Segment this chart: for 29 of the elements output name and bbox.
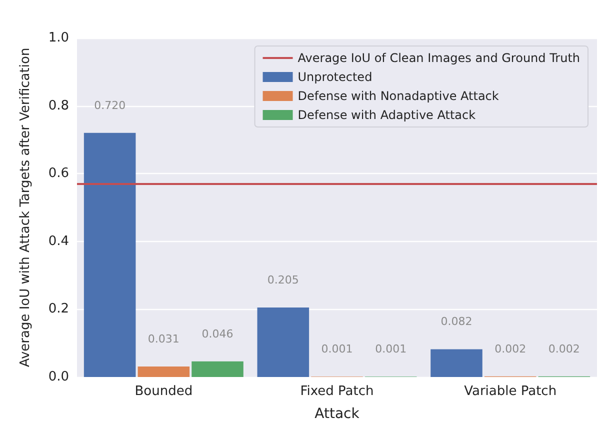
x-tick-label: Variable Patch: [464, 384, 557, 399]
bar: [430, 349, 482, 377]
x-tick-label: Bounded: [134, 384, 193, 399]
data-label: 0.001: [321, 342, 353, 356]
y-axis-title: Average IoU with Attack Targets after Verification: [18, 48, 33, 368]
bar: [257, 308, 310, 377]
y-tick-label: 0.4: [48, 234, 69, 249]
y-tick-label: 0.6: [48, 166, 69, 182]
x-axis-title: Attack: [314, 406, 360, 422]
bar: [138, 366, 190, 377]
legend-label: Unprotected: [298, 70, 372, 84]
data-label: 0.720: [94, 98, 126, 112]
data-label: 0.002: [548, 342, 580, 356]
y-tick-label: 1.0: [48, 30, 69, 46]
data-label: 0.205: [267, 274, 299, 287]
bar: [192, 361, 244, 377]
y-tick-label: 0.0: [48, 370, 69, 384]
legend-label: Defense with Nonadaptive Attack: [298, 89, 499, 103]
data-label: 0.046: [202, 327, 234, 340]
y-tick-label: 0.2: [48, 302, 69, 317]
data-label: 0.031: [148, 332, 180, 346]
legend-label: Average IoU of Clean Images and Ground Truth: [298, 51, 580, 65]
data-label: 0.082: [440, 315, 472, 328]
bar: [84, 132, 136, 377]
data-label: 0.001: [375, 342, 407, 356]
x-tick-label: Fixed Patch: [300, 384, 374, 399]
y-tick-label: 0.8: [48, 98, 69, 114]
data-label: 0.002: [494, 342, 526, 356]
legend-label: Defense with Adaptive Attack: [298, 108, 476, 122]
